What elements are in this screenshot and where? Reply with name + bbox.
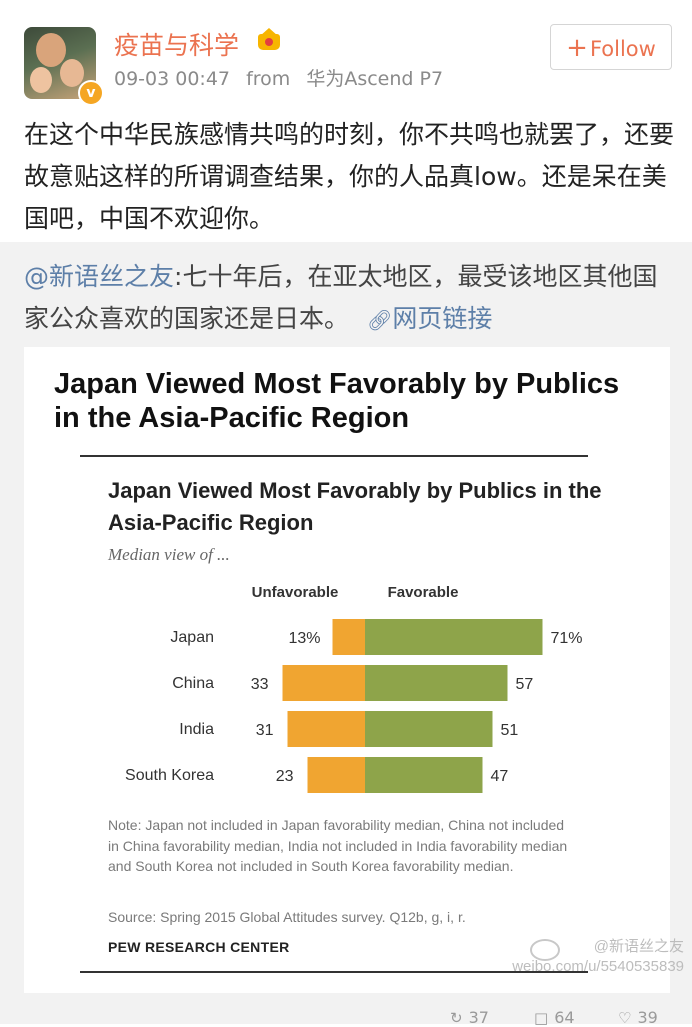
comment-icon: □ (534, 1009, 549, 1027)
image-headline: Japan Viewed Most Favorably by Publics i… (54, 368, 620, 434)
bar-unfavorable (332, 619, 365, 655)
chart-title: Japan Viewed Most Favorably by Publics i… (108, 478, 602, 535)
repost-card[interactable]: @新语丝之友:七十年后，在亚太地区，最受该地区其他国家公众喜欢的国家还是日本。 … (0, 242, 692, 1024)
legend-unfavorable: Unfavorable (252, 584, 339, 601)
crown-icon (258, 28, 280, 50)
chart-plot: Unfavorable Favorable Japan 13% 71% China 33 57… (125, 584, 583, 793)
bar-unfavorable (307, 757, 365, 793)
category-label: South Korea (125, 767, 214, 784)
bottom-rule (80, 971, 588, 973)
legend-favorable: Favorable (388, 584, 459, 601)
repost-body: :七十年后，在亚太地区，最受该地区其他国家公众喜欢的国家还是日本。 (24, 262, 658, 333)
category-label: India (179, 721, 214, 738)
plus-icon: + (566, 33, 588, 63)
from-label: from (246, 68, 291, 90)
unfavorable-value-label: 13% (288, 630, 320, 647)
like-button[interactable]: ♡ 39 (618, 1008, 658, 1027)
unfavorable-value-label: 23 (276, 768, 294, 785)
bar-favorable (365, 757, 483, 793)
bar-favorable (365, 665, 508, 701)
favorable-value-label: 71% (551, 630, 583, 647)
weibo-logo-icon (530, 939, 560, 961)
repost-count: 37 (468, 1008, 489, 1027)
follow-button[interactable]: +Follow (550, 24, 672, 70)
like-icon: ♡ (618, 1009, 632, 1027)
link-icon: 🔗︎ (366, 308, 393, 332)
avatar[interactable] (24, 27, 96, 99)
unfavorable-value-label: 31 (256, 722, 274, 739)
category-label: Japan (170, 629, 214, 646)
chart-image[interactable]: Japan Viewed Most Favorably by Publics i… (24, 347, 684, 993)
repost-button[interactable]: ↻ 37 (450, 1008, 489, 1027)
chart-note: Note: Japan not included in Japan favora… (108, 817, 568, 874)
like-count: 39 (637, 1008, 658, 1027)
post-meta: 09-03 00:47 from 华为Ascend P7 (114, 64, 453, 91)
repost-text: @新语丝之友:七十年后，在亚太地区，最受该地区其他国家公众喜欢的国家还是日本。 … (24, 256, 674, 341)
bar-favorable (365, 711, 493, 747)
repost-icon: ↻ (450, 1009, 463, 1027)
chart-source: Source: Spring 2015 Global Attitudes sur… (108, 909, 466, 925)
post-header: v 疫苗与科学 09-03 00:47 from 华为Ascend P7 +Fo… (0, 0, 692, 110)
author-name[interactable]: 疫苗与科学 (114, 31, 240, 60)
unfavorable-value-label: 33 (251, 676, 269, 693)
post-timestamp: 09-03 00:47 (114, 68, 231, 90)
comment-button[interactable]: □ 64 (534, 1008, 575, 1027)
repost-mention[interactable]: @新语丝之友 (24, 262, 175, 291)
favorable-value-label: 47 (491, 768, 509, 785)
favorable-value-label: 57 (516, 676, 534, 693)
favorable-value-label: 51 (501, 722, 519, 739)
top-rule (80, 455, 588, 457)
category-label: China (172, 675, 214, 692)
bar-unfavorable (282, 665, 365, 701)
chart-subtitle: Median view of ... (108, 545, 230, 564)
verified-icon: v (78, 80, 104, 106)
action-bar: ↻ 37 □ 64 ♡ 39 (0, 1008, 692, 1027)
watermark: @新语丝之友 weibo.com/u/5540535839 (444, 935, 684, 975)
follow-label: Follow (589, 37, 656, 61)
bar-favorable (365, 619, 543, 655)
web-link[interactable]: 网页链接 (392, 304, 493, 333)
bar-unfavorable (287, 711, 365, 747)
watermark-user: @新语丝之友 (593, 938, 684, 955)
post-text: 在这个中华民族感情共鸣的时刻，你不共鸣也就罢了，还要故意贴这样的所谓调查结果，你… (24, 120, 675, 233)
watermark-url: weibo.com/u/5540535839 (512, 958, 684, 975)
device-source: 华为Ascend P7 (306, 68, 444, 90)
org-credit: PEW RESEARCH CENTER (108, 939, 290, 955)
comment-count: 64 (554, 1008, 575, 1027)
